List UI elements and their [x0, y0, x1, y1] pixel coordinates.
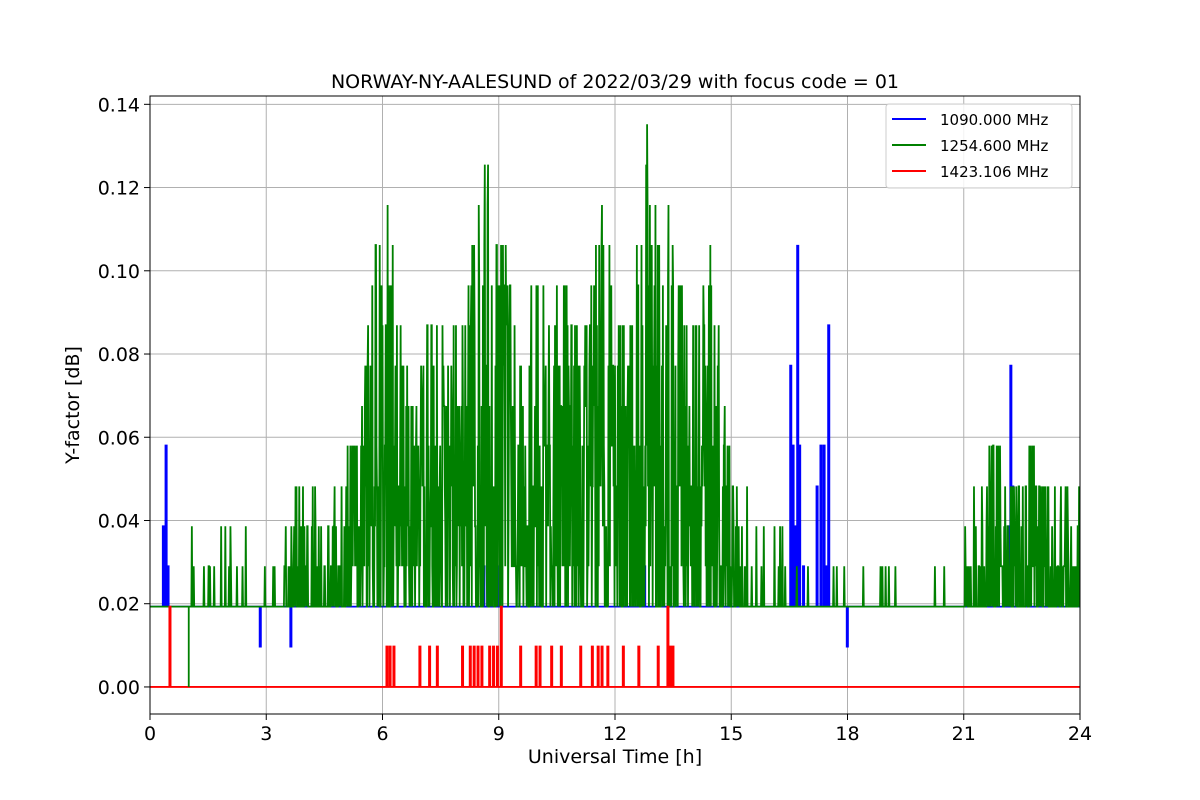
legend-label: 1090.000 MHz: [940, 111, 1049, 129]
legend-label: 1423.106 MHz: [940, 163, 1049, 181]
y-tick-label: 0.00: [98, 677, 140, 699]
x-tick-label: 3: [260, 723, 272, 745]
x-tick-label: 0: [144, 723, 156, 745]
x-axis-label: Universal Time [h]: [528, 746, 702, 768]
y-tick-label: 0.12: [98, 178, 140, 200]
x-tick-label: 9: [493, 723, 505, 745]
y-tick-label: 0.08: [98, 344, 140, 366]
legend-box: [885, 103, 1073, 189]
x-tick-label: 12: [603, 723, 627, 745]
series-line-1423.106: [150, 605, 1080, 688]
y-tick-label: 0.14: [98, 94, 140, 116]
y-tick-label: 0.10: [98, 261, 140, 283]
x-tick-label: 24: [1068, 723, 1092, 745]
legend: 1090.000 MHz 1254.600 MHz 1423.106 MHz: [885, 103, 1073, 189]
y-tick-label: 0.02: [98, 594, 140, 616]
legend-label: 1254.600 MHz: [940, 137, 1049, 155]
x-tick-label: 21: [952, 723, 976, 745]
y-axis-label: Y-factor [dB]: [62, 346, 84, 465]
x-tick-label: 6: [376, 723, 388, 745]
x-tick-label: 18: [835, 723, 859, 745]
x-tick-label: 15: [719, 723, 743, 745]
y-tick-label: 0.04: [98, 510, 140, 532]
series-line-1254.600: [150, 124, 1080, 608]
y-tick-label: 0.06: [98, 427, 140, 449]
chart-title: NORWAY-NY-AALESUND of 2022/03/29 with fo…: [331, 71, 899, 93]
axes: 0 3 6 9 12 15 18 21 24 0.00 0.02 0.04 0.06 0.08 0.10 0.…: [98, 94, 1092, 745]
plot-area: [150, 124, 1080, 688]
